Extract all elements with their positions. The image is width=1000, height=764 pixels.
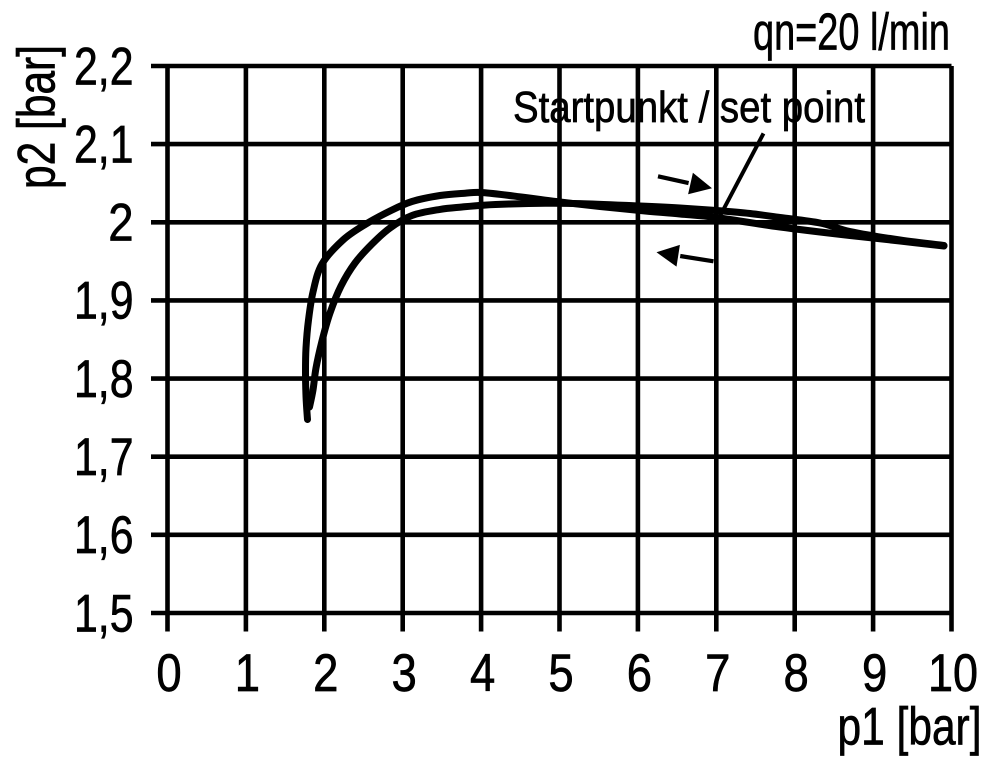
svg-text:2,2: 2,2 [74,37,134,96]
svg-text:2: 2 [313,644,338,703]
svg-text:3: 3 [392,644,417,703]
svg-text:qn=20 l/min: qn=20 l/min [753,4,950,62]
svg-text:Startpunkt / set point: Startpunkt / set point [513,84,865,132]
svg-text:1,7: 1,7 [74,428,134,487]
svg-text:1,9: 1,9 [74,272,134,331]
svg-text:0: 0 [156,644,181,703]
svg-text:5: 5 [548,644,573,703]
svg-text:p1 [bar]: p1 [bar] [838,698,982,757]
svg-text:9: 9 [862,644,887,703]
svg-text:10: 10 [928,644,978,703]
svg-text:1,5: 1,5 [74,584,134,643]
svg-text:p2 [bar]: p2 [bar] [8,45,67,189]
svg-text:1,6: 1,6 [74,506,134,565]
svg-text:7: 7 [705,644,730,703]
svg-text:4: 4 [470,644,495,703]
svg-text:6: 6 [627,644,652,703]
svg-text:1,8: 1,8 [74,350,134,409]
svg-text:2,1: 2,1 [74,115,134,174]
svg-text:8: 8 [784,644,809,703]
svg-text:1: 1 [235,644,260,703]
svg-text:2: 2 [108,194,133,253]
